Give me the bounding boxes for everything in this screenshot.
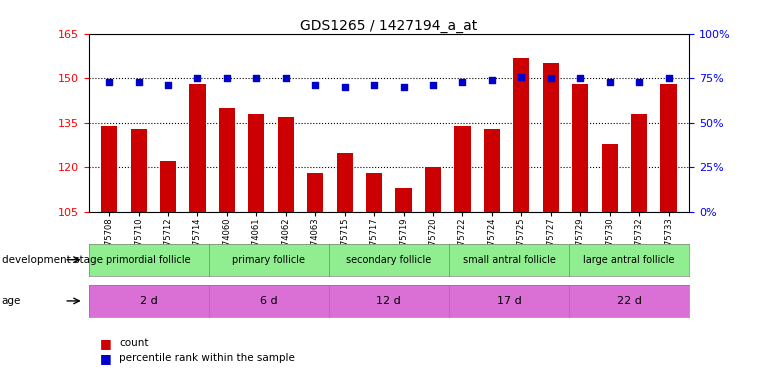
Bar <box>661 84 677 212</box>
Text: ■: ■ <box>100 337 112 350</box>
Bar <box>219 108 235 212</box>
Point <box>544 75 557 81</box>
Text: development stage: development stage <box>2 255 102 265</box>
Point <box>604 79 616 85</box>
Text: 6 d: 6 d <box>260 296 277 306</box>
Text: 17 d: 17 d <box>497 296 521 306</box>
Point <box>339 84 351 90</box>
Bar <box>543 63 559 212</box>
Bar <box>425 167 441 212</box>
Text: ■: ■ <box>100 352 112 364</box>
Text: small antral follicle: small antral follicle <box>463 255 555 265</box>
Text: primordial follicle: primordial follicle <box>106 255 191 265</box>
Point <box>486 77 498 83</box>
Bar <box>572 84 588 212</box>
Bar <box>101 126 117 212</box>
Bar <box>336 153 353 212</box>
Text: age: age <box>2 296 21 306</box>
Bar <box>484 129 500 212</box>
Point <box>250 75 263 81</box>
Point <box>457 79 469 85</box>
Bar <box>278 117 294 212</box>
Point <box>368 82 380 88</box>
Bar <box>601 144 618 212</box>
Bar <box>514 57 530 212</box>
Text: 12 d: 12 d <box>377 296 401 306</box>
Point <box>191 75 203 81</box>
Bar <box>366 173 382 212</box>
Text: count: count <box>119 338 149 348</box>
Point <box>574 75 587 81</box>
Point <box>280 75 292 81</box>
Bar <box>396 188 412 212</box>
Title: GDS1265 / 1427194_a_at: GDS1265 / 1427194_a_at <box>300 19 477 33</box>
Bar <box>307 173 323 212</box>
Point <box>132 79 145 85</box>
Bar <box>160 161 176 212</box>
Point <box>397 84 410 90</box>
Point <box>221 75 233 81</box>
Bar <box>631 114 648 212</box>
Point <box>103 79 116 85</box>
Text: percentile rank within the sample: percentile rank within the sample <box>119 353 295 363</box>
Point <box>662 75 675 81</box>
Text: secondary follicle: secondary follicle <box>346 255 431 265</box>
Bar <box>248 114 264 212</box>
Point <box>633 79 645 85</box>
Text: 22 d: 22 d <box>617 296 641 306</box>
Text: 2 d: 2 d <box>139 296 158 306</box>
Bar <box>189 84 206 212</box>
Text: primary follicle: primary follicle <box>233 255 305 265</box>
Point <box>515 74 527 80</box>
Text: large antral follicle: large antral follicle <box>584 255 675 265</box>
Point <box>162 82 174 88</box>
Point <box>427 82 439 88</box>
Point <box>309 82 321 88</box>
Bar <box>130 129 147 212</box>
Bar <box>454 126 470 212</box>
